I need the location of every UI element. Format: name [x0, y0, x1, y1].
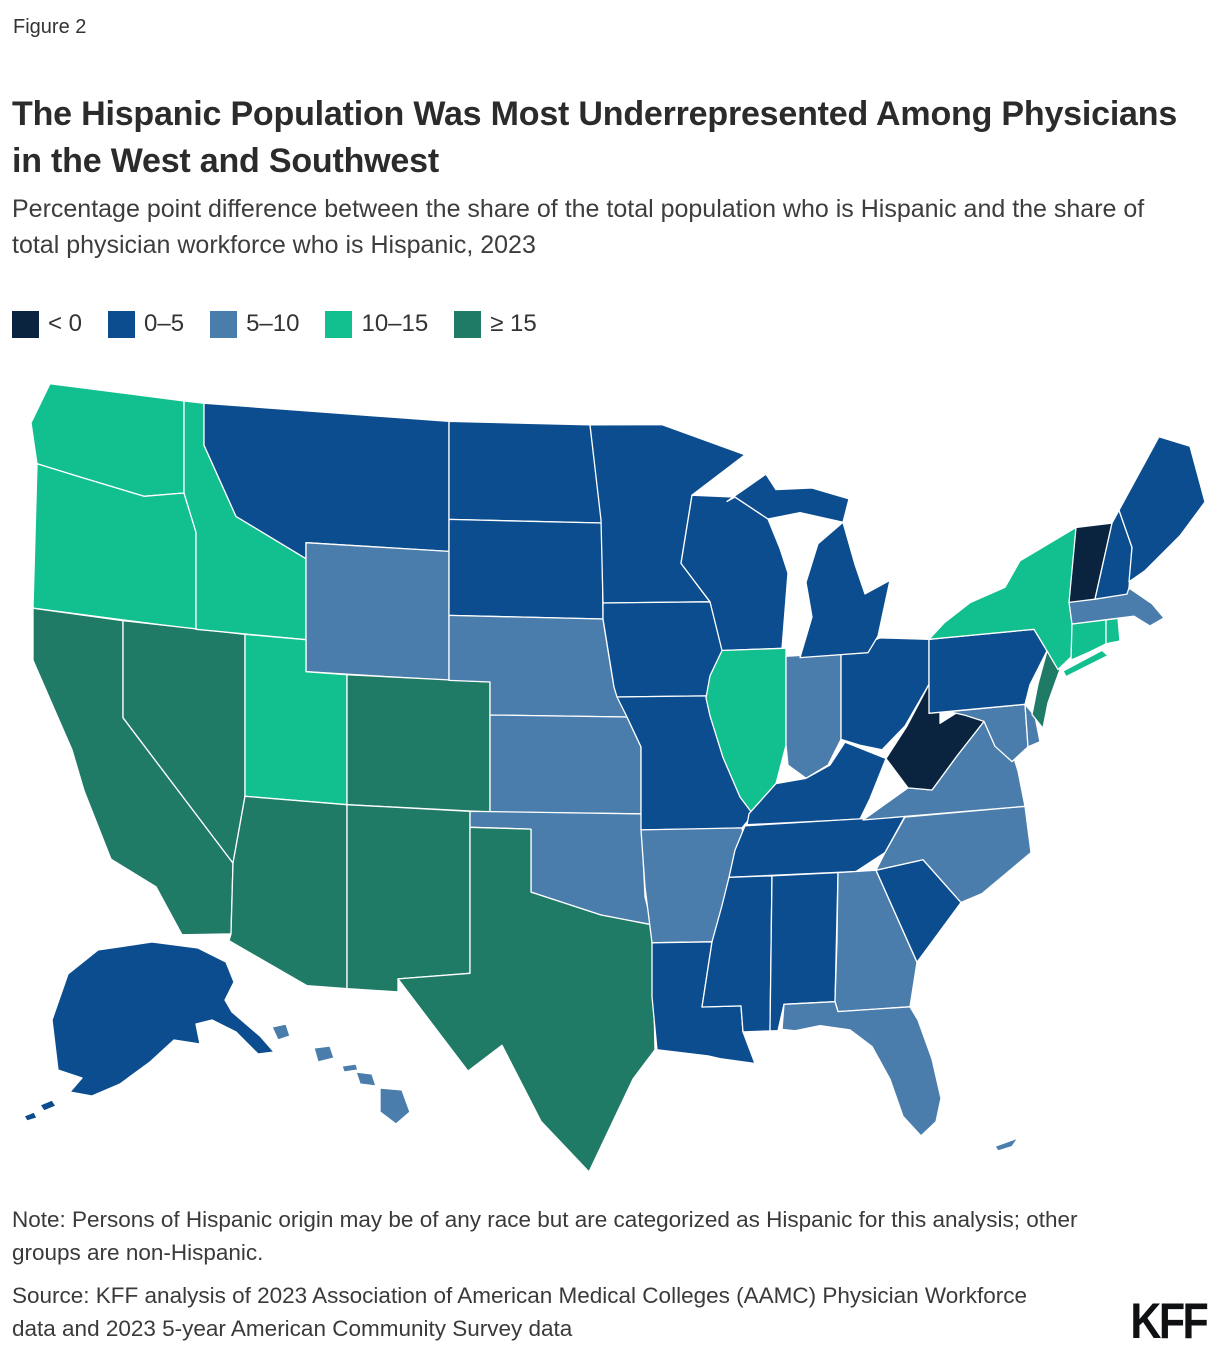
legend-swatch-1	[108, 310, 136, 338]
source-text: Source: KFF analysis of 2023 Association…	[12, 1283, 1028, 1341]
state-nc	[875, 805, 1032, 904]
legend-item-0: < 0	[12, 310, 82, 338]
legend-label-4: ≥ 15	[490, 310, 537, 337]
legend-item-1: 0–5	[108, 310, 184, 338]
legend-item-3: 10–15	[325, 310, 428, 338]
legend-item-4: ≥ 15	[454, 310, 537, 338]
legend-label-0: < 0	[48, 310, 83, 337]
chart-title: The Hispanic Population Was Most Underre…	[12, 94, 1178, 180]
state-ri	[1105, 617, 1121, 645]
state-oh	[840, 637, 930, 751]
legend-label-1: 0–5	[144, 310, 185, 337]
legend-swatch-3	[325, 310, 353, 338]
legend-label-3: 10–15	[361, 310, 429, 337]
us-choropleth-map	[0, 372, 1220, 1172]
state-ks	[489, 714, 642, 815]
figure-label: Figure 2	[13, 16, 87, 38]
legend-swatch-2	[210, 310, 238, 338]
us-map-svg	[23, 383, 1206, 1172]
legend-item-2: 5–10	[210, 310, 299, 338]
state-nd	[448, 420, 603, 524]
note-text: Note: Persons of Hispanic origin may be …	[12, 1207, 1078, 1265]
legend-label-2: 5–10	[246, 310, 300, 337]
map-legend: < 0 0–5 5–10 10–15 ≥ 15	[12, 310, 537, 338]
state-hi	[271, 1023, 411, 1125]
state-co	[346, 674, 491, 813]
state-pa	[928, 628, 1048, 714]
state-tx	[397, 826, 656, 1172]
chart-subtitle: Percentage point difference between the …	[12, 195, 1145, 259]
legend-swatch-0	[12, 310, 39, 338]
state-me	[1118, 436, 1206, 583]
legend-swatch-4	[454, 310, 482, 338]
state-mi	[726, 473, 891, 659]
state-in	[785, 652, 842, 779]
kff-logo: KFF	[1130, 1293, 1208, 1349]
state-fl	[781, 1001, 1019, 1152]
state-wy	[305, 542, 450, 682]
state-sd	[448, 518, 604, 620]
state-az	[228, 795, 348, 990]
state-de	[1024, 703, 1041, 748]
state-ak	[23, 941, 275, 1122]
state-nm	[346, 804, 471, 993]
